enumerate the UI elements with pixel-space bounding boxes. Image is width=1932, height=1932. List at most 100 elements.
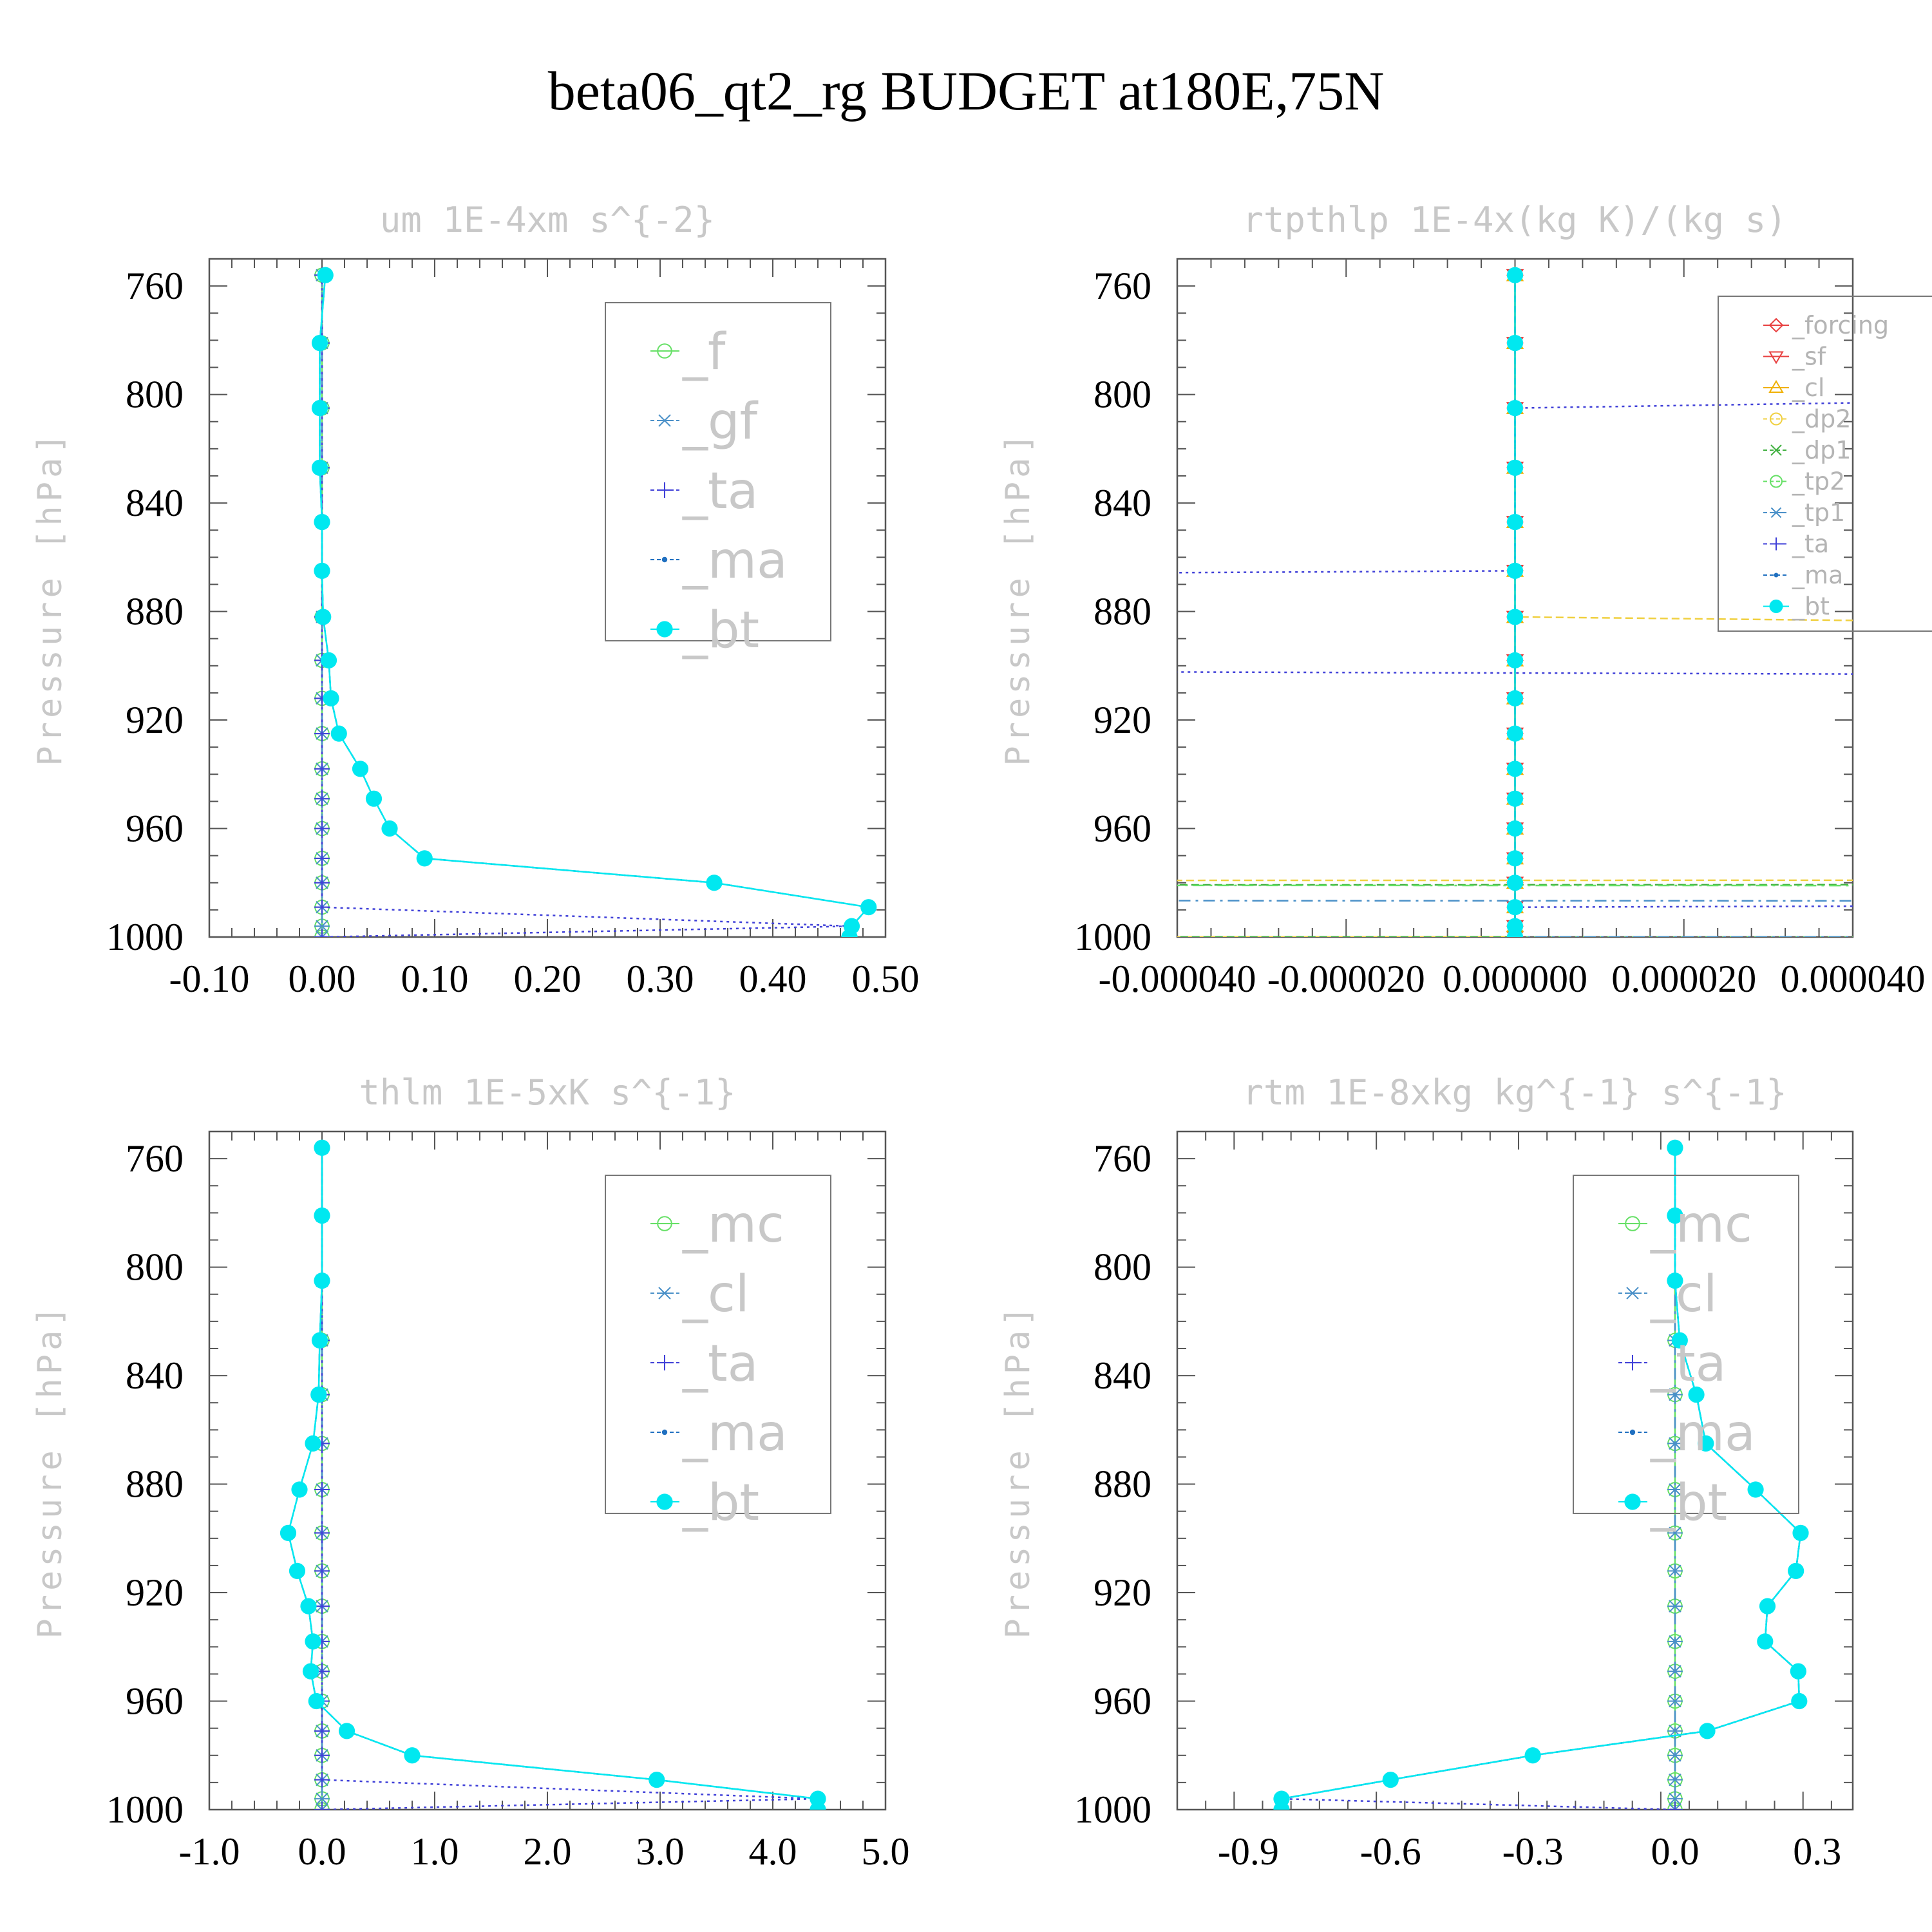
data-point	[1667, 1273, 1683, 1289]
legend-entry: _ta	[1650, 1335, 1726, 1393]
data-point	[1506, 850, 1524, 867]
legend-entry: _gf	[682, 393, 759, 451]
data-point	[314, 1273, 330, 1289]
series-line	[1177, 275, 1853, 937]
y-tick-label: 880	[1094, 591, 1151, 633]
y-tick-label: 800	[1094, 374, 1151, 416]
data-point	[1671, 1332, 1688, 1349]
legend-box	[605, 302, 831, 641]
legend-box	[1573, 1175, 1799, 1514]
legend-swatch-marker	[1625, 1287, 1640, 1300]
x-tick-label: 0.0	[298, 1830, 346, 1873]
data-point	[1699, 1723, 1716, 1739]
data-point	[338, 1723, 355, 1739]
legend-entry: _dp1	[1792, 436, 1851, 464]
data-point	[1667, 1802, 1683, 1810]
plot-frame	[208, 258, 887, 938]
data-point	[314, 931, 330, 937]
panel-title: rtpthlp 1E-4x(kg K)/(kg s)	[1242, 200, 1786, 240]
legend-swatch-marker	[1625, 1216, 1640, 1231]
legend-swatch-marker	[1770, 537, 1783, 551]
y-tick-label: 960	[126, 808, 184, 850]
data-point	[1667, 1207, 1683, 1224]
y-tick-label: 1000	[1074, 1788, 1151, 1831]
data-point	[323, 690, 339, 706]
legend-entry: _tp1	[1792, 498, 1845, 527]
legend-swatch-marker	[1770, 475, 1783, 488]
data-point	[314, 929, 330, 937]
legend: _f _gf _ta _ma _bt	[605, 302, 831, 659]
y-tick-label: 960	[1094, 808, 1151, 850]
data-point	[314, 1139, 330, 1156]
data-point	[1273, 1801, 1290, 1810]
series-ta	[314, 267, 860, 937]
y-tick-label: 760	[1094, 1137, 1151, 1180]
data-point	[1747, 1481, 1764, 1498]
data-point	[649, 1772, 665, 1788]
data-point	[1667, 1437, 1683, 1450]
series-ta	[1177, 400, 1853, 937]
data-point	[352, 761, 369, 777]
legend-entry: _sf	[1792, 343, 1827, 371]
x-tick-label: 4.0	[749, 1830, 797, 1873]
data-point	[314, 875, 330, 891]
y-tick-label: 920	[126, 699, 184, 741]
data-point	[314, 1481, 330, 1497]
series-dp1	[1177, 884, 1853, 937]
data-point	[1506, 899, 1524, 916]
data-point	[1791, 1692, 1808, 1710]
legend-entry: _f	[682, 323, 726, 381]
data-point	[314, 513, 330, 531]
data-point	[1788, 1562, 1804, 1579]
legend-entry: _cl	[682, 1265, 750, 1323]
y-tick-label: 960	[126, 1680, 184, 1723]
y-tick-label: 840	[1094, 482, 1151, 524]
data-point	[1506, 690, 1524, 706]
data-point	[1506, 725, 1524, 742]
y-tick-label: 920	[1094, 699, 1151, 741]
data-point	[302, 1663, 319, 1680]
chart-panel-4: rtm 1E-8xkg kg^{-1} s^{-1} Pressure [hPa]…	[999, 1072, 1854, 1873]
y-ticks: 760 800 840 880 920 960 1000	[1074, 258, 1853, 958]
series-line	[1177, 900, 1853, 937]
y-tick-label: 880	[126, 1463, 184, 1506]
data-point	[311, 459, 328, 476]
legend-swatch-marker	[1770, 507, 1783, 518]
x-tick-label: 0.000000	[1443, 958, 1587, 1000]
data-point	[1506, 513, 1524, 531]
data-point	[1667, 1388, 1683, 1401]
data-point	[1506, 652, 1524, 668]
data-point	[1667, 1694, 1683, 1708]
legend-swatch-marker	[1768, 317, 1784, 333]
series-line	[1177, 402, 1853, 937]
legend-entry: _ta	[682, 1335, 758, 1393]
legend-box	[1718, 296, 1932, 632]
data-point	[1667, 1773, 1683, 1786]
y-tick-label: 1000	[106, 1788, 184, 1831]
data-point	[314, 1803, 330, 1810]
y-tick-label: 760	[1094, 265, 1151, 307]
y-tick-label: 840	[1094, 1354, 1151, 1397]
x-tick-label: 0.20	[514, 958, 582, 1000]
x-tick-label: 0.0	[1651, 1830, 1699, 1873]
legend-swatch-marker	[657, 1287, 672, 1300]
y-tick-label: 840	[126, 482, 184, 524]
data-point	[314, 899, 330, 915]
data-point	[416, 850, 433, 867]
x-tick-label: 0.3	[1793, 1830, 1841, 1873]
data-point	[311, 400, 328, 417]
x-tick-label: 5.0	[862, 1830, 910, 1873]
data-point	[314, 562, 330, 579]
data-point	[314, 1207, 330, 1224]
y-tick-label: 800	[126, 1246, 184, 1289]
x-ticks: -0.9 -0.6 -0.3 0.0 0.3	[1177, 1132, 1841, 1873]
series-line	[1177, 884, 1853, 937]
y-ticks: 760 800 840 880 920 960 1000	[106, 1131, 886, 1831]
legend-swatch-marker	[1629, 1429, 1636, 1435]
series-line	[319, 275, 871, 937]
legend-entry: _tp2	[1792, 468, 1845, 496]
y-tick-label: 880	[126, 591, 184, 633]
series-dp2	[1177, 267, 1853, 937]
y-tick-label: 800	[1094, 1246, 1151, 1289]
